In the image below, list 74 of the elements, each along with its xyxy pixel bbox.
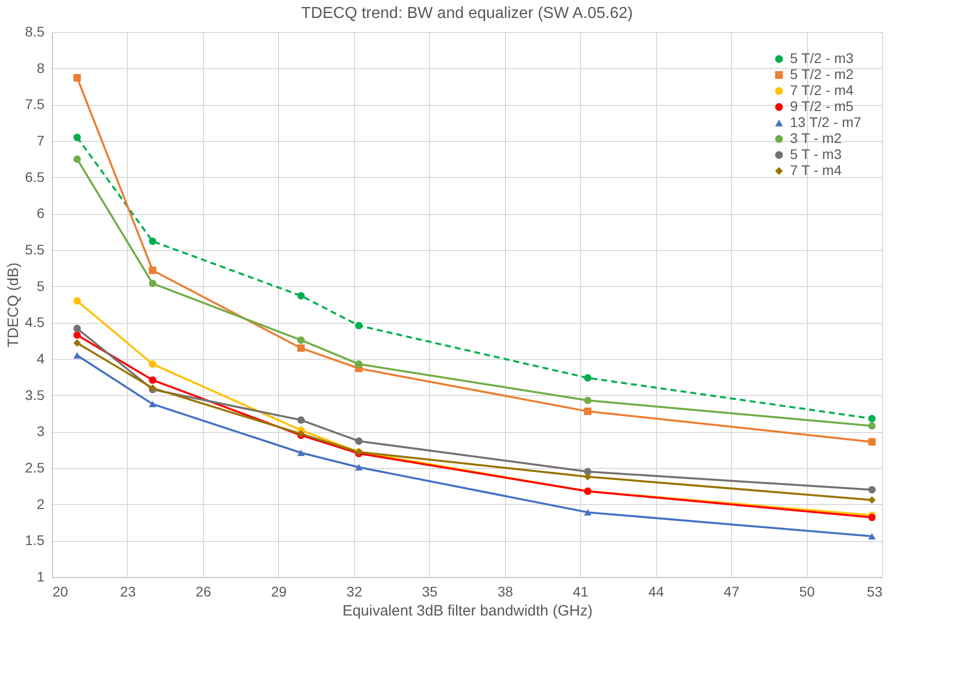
- point: [73, 324, 81, 332]
- point: [73, 297, 81, 305]
- x-tick-label: 44: [648, 584, 664, 600]
- y-tick-label: 3.5: [25, 386, 45, 403]
- point: [355, 360, 363, 368]
- point: [73, 339, 81, 347]
- point: [868, 422, 876, 430]
- point: [148, 400, 156, 408]
- y-tick-label: 5.5: [25, 242, 45, 258]
- point: [148, 360, 156, 368]
- point: [584, 473, 592, 480]
- chart-title: TDECQ trend: BW and equalizer (SW A.05.62): [301, 5, 633, 22]
- point: [355, 322, 363, 330]
- point: [297, 292, 305, 300]
- x-tick-label: 38: [497, 584, 514, 600]
- point: [297, 450, 305, 456]
- y-tick-label: 5: [36, 278, 45, 294]
- legend-label: 5 T - m3: [790, 146, 842, 162]
- y-tick-label: 7.5: [25, 96, 45, 112]
- point: [868, 533, 876, 540]
- point: [868, 496, 876, 504]
- x-tick-label: 35: [422, 584, 438, 600]
- y-tick-label: 6: [36, 205, 45, 222]
- y-tick-label: 2.5: [25, 460, 45, 476]
- x-tick-label: 53: [866, 584, 883, 600]
- y-tick-label: 2: [36, 496, 45, 512]
- point: [868, 438, 876, 446]
- point: [297, 336, 305, 344]
- x-tick-label: 26: [196, 584, 212, 600]
- point: [148, 376, 156, 384]
- point: [584, 374, 592, 382]
- y-tick-label: 8.5: [25, 24, 45, 40]
- legend-label: 3 T - m2: [790, 130, 842, 146]
- y-tick-label: 6.5: [25, 168, 45, 185]
- point: [73, 331, 81, 339]
- y-axis-title: TDECQ (dB): [5, 262, 22, 348]
- point: [355, 464, 363, 470]
- y-tick-label: 8: [36, 60, 45, 76]
- point: [148, 280, 156, 288]
- x-tick-label: 41: [572, 584, 589, 600]
- x-tick-label: 20: [52, 584, 68, 600]
- point: [148, 238, 156, 245]
- legend-label: 7 T - m4: [790, 162, 842, 178]
- point: [355, 437, 363, 445]
- y-tick-label: 1: [36, 568, 45, 584]
- y-tick-label: 3: [36, 423, 45, 440]
- point: [73, 134, 81, 142]
- y-tick-label: 7: [36, 132, 45, 148]
- y-tick-label: 4.5: [25, 314, 45, 330]
- x-tick-label: 50: [799, 584, 816, 600]
- x-tick-label: 23: [120, 584, 136, 600]
- x-axis-title: Equivalent 3dB filter bandwidth (GHz): [342, 602, 593, 620]
- point: [584, 396, 592, 404]
- x-tick-label: 29: [271, 584, 287, 600]
- legend-label: 9 T/2 - m5: [790, 98, 854, 114]
- point: [73, 352, 81, 359]
- point: [297, 416, 305, 424]
- point: [584, 509, 592, 516]
- point: [868, 486, 876, 494]
- y-tick-label: 4: [36, 350, 45, 366]
- point: [73, 155, 81, 163]
- y-tick-label: 1.5: [25, 532, 45, 548]
- legend-label: 7 T/2 - m4: [790, 82, 854, 98]
- point: [148, 266, 156, 274]
- point: [584, 408, 592, 416]
- legend-label: 5 T/2 - m2: [790, 66, 854, 82]
- legend-label: 13 T/2 - m7: [790, 114, 862, 130]
- point: [868, 514, 876, 522]
- point: [297, 344, 305, 352]
- x-tick-label: 47: [724, 584, 740, 600]
- legend-label: 5 T/2 - m3: [790, 50, 854, 66]
- point: [868, 414, 876, 422]
- point: [73, 74, 81, 82]
- x-tick-label: 32: [346, 584, 362, 600]
